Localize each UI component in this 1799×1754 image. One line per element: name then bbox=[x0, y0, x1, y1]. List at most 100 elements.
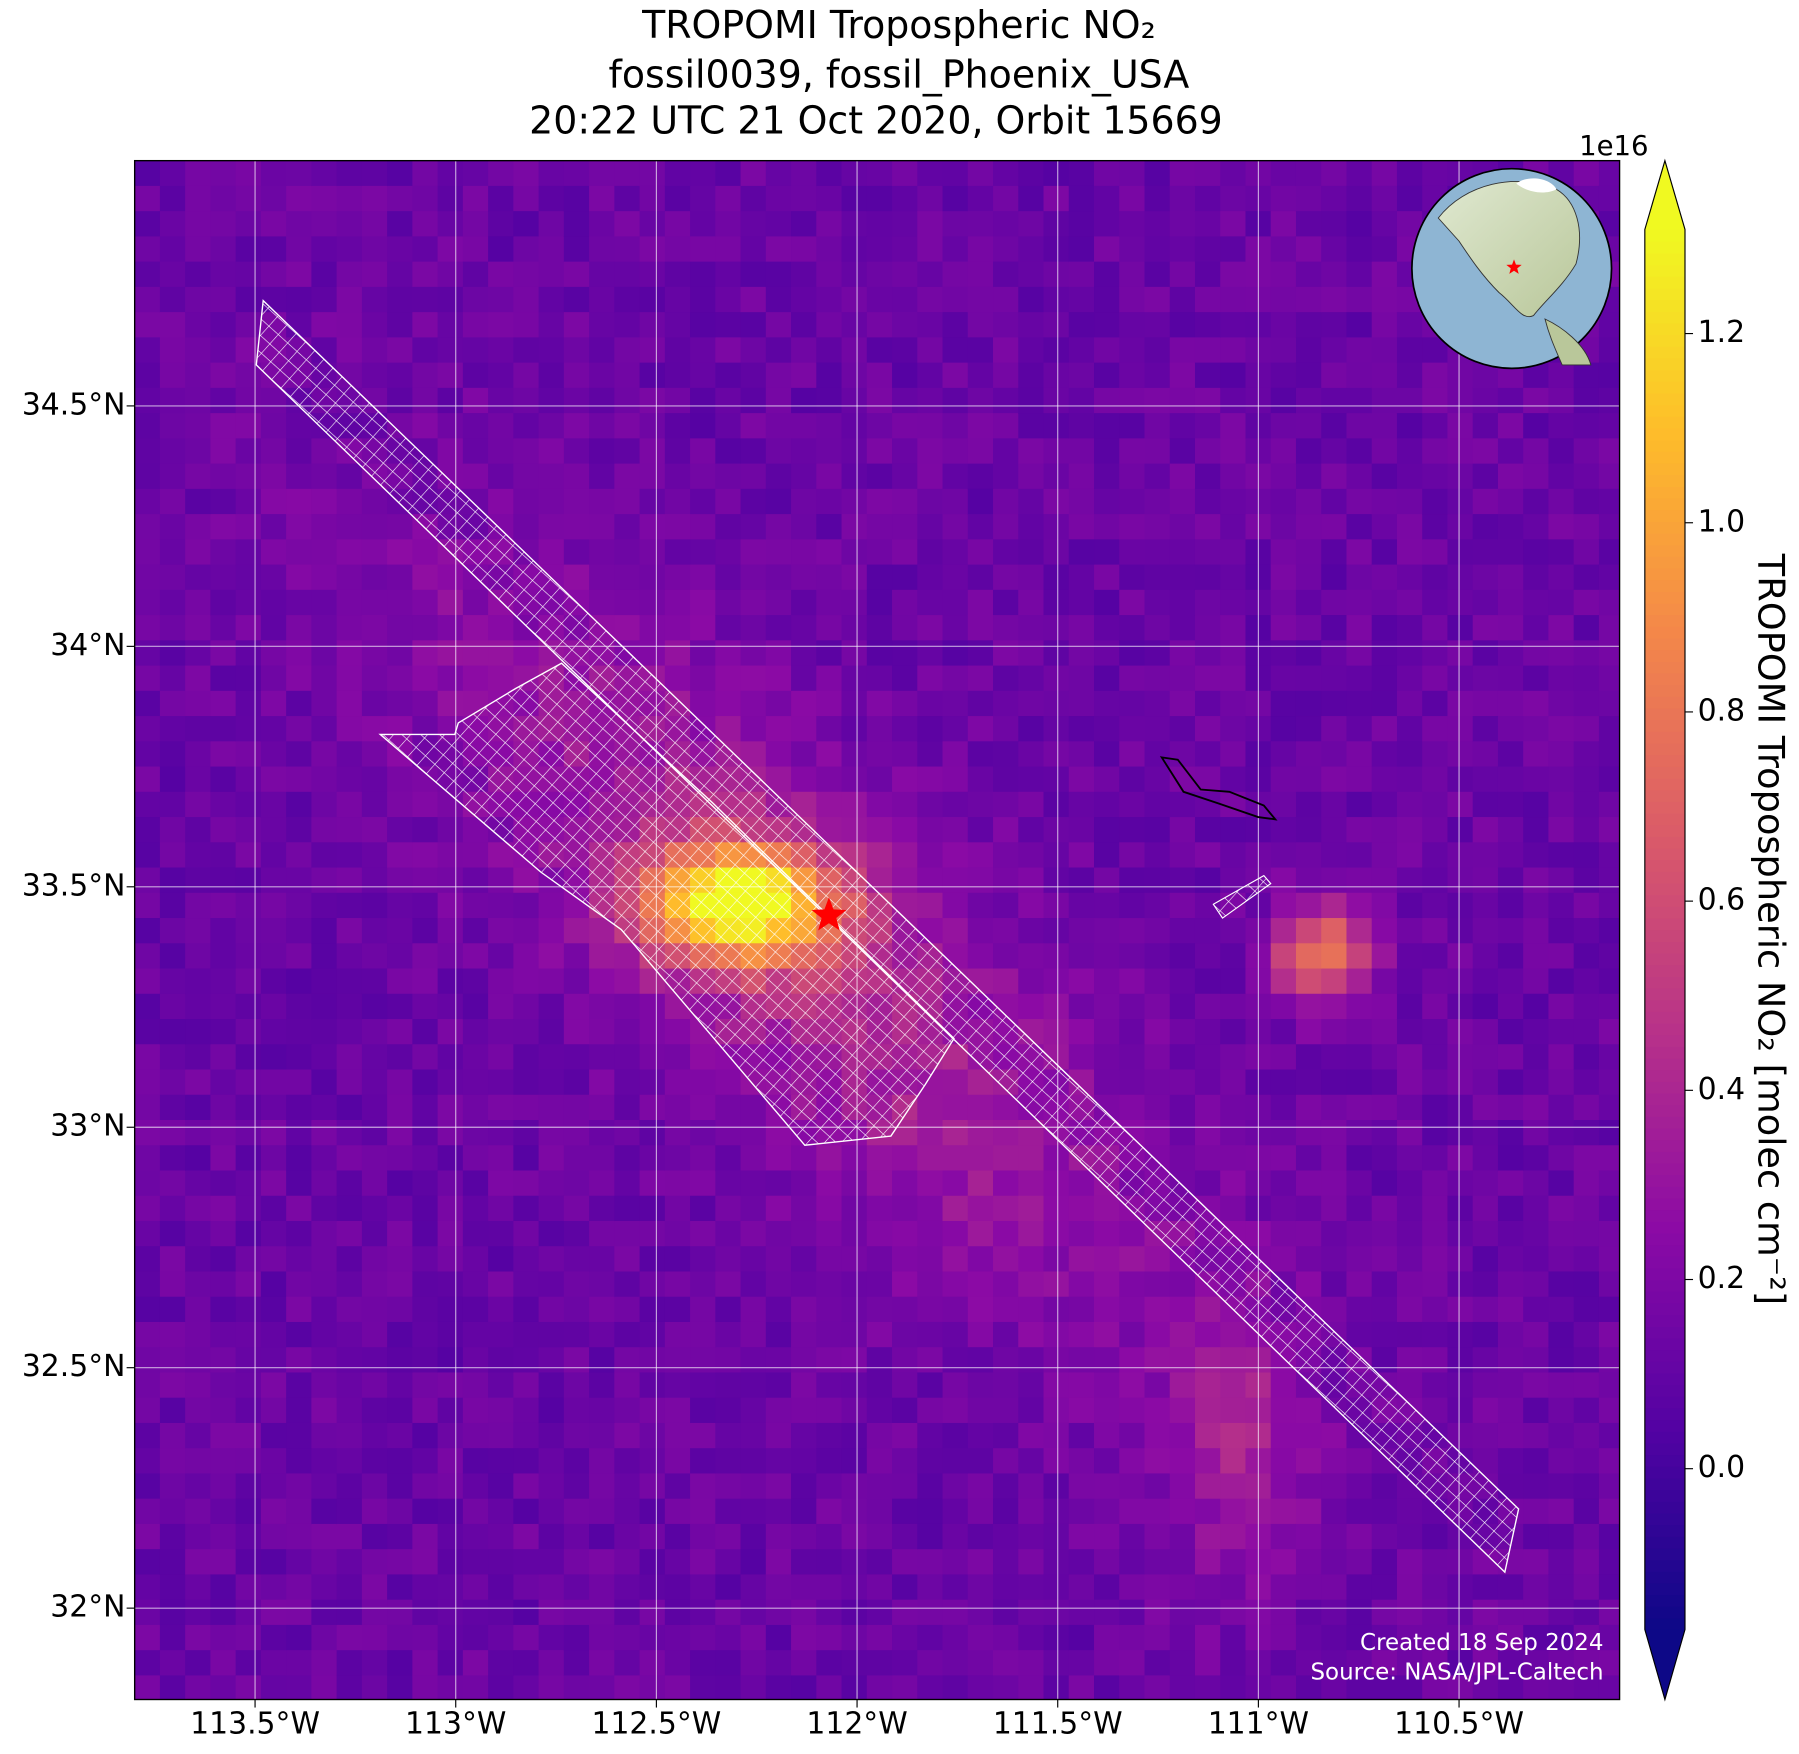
texture-cell bbox=[134, 690, 161, 717]
texture-cell bbox=[1144, 1321, 1171, 1348]
texture-cell bbox=[488, 1044, 514, 1071]
texture-cell bbox=[690, 1599, 716, 1626]
texture-cell bbox=[1094, 438, 1120, 465]
texture-cell bbox=[715, 539, 742, 566]
texture-cell bbox=[286, 1044, 312, 1071]
texture-cell bbox=[1068, 160, 1095, 187]
texture-cell bbox=[1295, 463, 1322, 490]
colorbar-step bbox=[1644, 917, 1685, 931]
texture-cell bbox=[134, 362, 161, 389]
texture-cell bbox=[1396, 488, 1423, 515]
texture-cell bbox=[1371, 1574, 1398, 1601]
texture-cell bbox=[1472, 539, 1499, 566]
texture-cell bbox=[513, 337, 540, 364]
texture-cell bbox=[210, 1397, 237, 1424]
texture-cell bbox=[639, 1246, 666, 1273]
texture-cell bbox=[336, 463, 363, 490]
texture-cell bbox=[134, 665, 161, 692]
texture-cell bbox=[1194, 1574, 1221, 1601]
texture-cell bbox=[715, 564, 742, 591]
texture-cell bbox=[1068, 741, 1095, 768]
texture-cell bbox=[311, 791, 338, 818]
texture-cell bbox=[1573, 1120, 1600, 1146]
texture-cell bbox=[488, 918, 514, 944]
texture-cell bbox=[1321, 741, 1348, 768]
texture-cell bbox=[917, 640, 944, 667]
texture-cell bbox=[563, 1675, 590, 1700]
texture-cell bbox=[538, 211, 565, 237]
texture-cell bbox=[1119, 564, 1146, 591]
texture-cell bbox=[1396, 1498, 1423, 1525]
texture-cell bbox=[993, 236, 1019, 263]
colorbar-step bbox=[1644, 1559, 1685, 1572]
texture-cell bbox=[1295, 1220, 1322, 1247]
texture-cell bbox=[1396, 438, 1423, 465]
texture-cell bbox=[1548, 1321, 1575, 1348]
texture-cell bbox=[791, 539, 817, 566]
texture-cell bbox=[1144, 690, 1171, 717]
texture-cell bbox=[993, 741, 1019, 768]
texture-cell bbox=[967, 1675, 994, 1700]
texture-cell bbox=[437, 1195, 464, 1222]
texture-cell bbox=[1194, 943, 1221, 970]
texture-cell bbox=[1371, 892, 1398, 919]
texture-cell bbox=[1472, 640, 1499, 667]
colorbar-step bbox=[1644, 276, 1685, 289]
texture-cell bbox=[1346, 337, 1373, 364]
texture-cell bbox=[563, 1145, 590, 1172]
texture-cell bbox=[260, 1347, 287, 1374]
texture-cell bbox=[538, 1120, 565, 1146]
texture-cell bbox=[614, 488, 641, 515]
texture-cell bbox=[866, 1271, 893, 1298]
colorbar-step bbox=[1644, 1186, 1685, 1199]
texture-cell bbox=[614, 1069, 641, 1096]
texture-cell bbox=[1447, 387, 1474, 414]
texture-cell bbox=[841, 589, 868, 616]
texture-cell bbox=[513, 1624, 540, 1651]
texture-cell bbox=[1094, 665, 1120, 692]
texture-cell bbox=[488, 1220, 514, 1247]
texture-cell bbox=[690, 160, 716, 187]
texture-cell bbox=[1598, 817, 1620, 843]
texture-cell bbox=[614, 1347, 641, 1374]
texture-cell bbox=[336, 514, 363, 540]
texture-cell bbox=[1523, 1246, 1550, 1273]
texture-cell bbox=[1194, 716, 1221, 742]
texture-cell bbox=[841, 1624, 868, 1651]
texture-cell bbox=[235, 1574, 262, 1601]
texture-cell bbox=[639, 463, 666, 490]
texture-cell bbox=[1523, 488, 1550, 515]
texture-cell bbox=[690, 236, 716, 263]
texture-cell bbox=[538, 514, 565, 540]
texture-cell bbox=[513, 387, 540, 414]
texture-cell bbox=[892, 1145, 918, 1172]
texture-cell bbox=[816, 185, 843, 212]
texture-cell bbox=[1119, 337, 1146, 364]
texture-cell bbox=[437, 387, 464, 414]
texture-cell bbox=[1119, 211, 1146, 237]
texture-cell bbox=[1094, 1347, 1120, 1374]
texture-cell bbox=[134, 1044, 161, 1071]
texture-cell bbox=[286, 463, 312, 490]
texture-cell bbox=[1043, 1397, 1070, 1424]
texture-cell bbox=[690, 1170, 716, 1197]
texture-cell bbox=[816, 1170, 843, 1197]
texture-cell bbox=[210, 1271, 237, 1298]
texture-cell bbox=[1068, 892, 1095, 919]
texture-cell bbox=[1573, 1195, 1600, 1222]
texture-cell bbox=[614, 1094, 641, 1121]
texture-cell bbox=[690, 1624, 716, 1651]
texture-cell bbox=[993, 968, 1019, 995]
texture-cell bbox=[134, 1246, 161, 1273]
texture-cell bbox=[235, 1246, 262, 1273]
texture-cell bbox=[1497, 1019, 1524, 1045]
texture-cell bbox=[235, 413, 262, 439]
texture-cell bbox=[1144, 337, 1171, 364]
texture-cell bbox=[311, 286, 338, 313]
texture-cell bbox=[1169, 766, 1196, 793]
texture-cell bbox=[235, 716, 262, 742]
texture-cell bbox=[260, 1296, 287, 1323]
texture-cell bbox=[513, 1069, 540, 1096]
texture-cell bbox=[1043, 968, 1070, 995]
texture-cell bbox=[563, 1372, 590, 1399]
